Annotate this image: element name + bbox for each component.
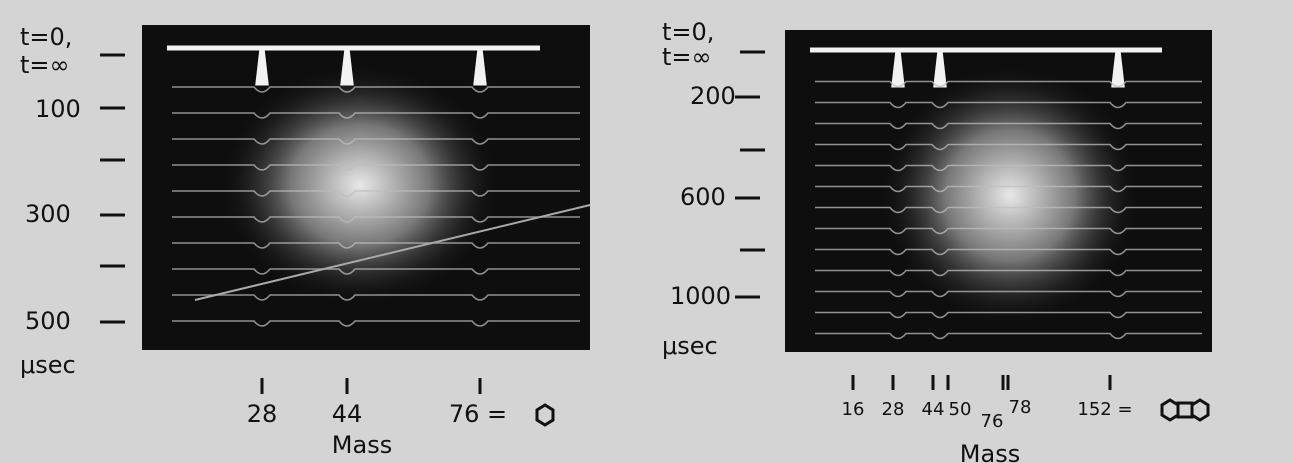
y-label: 300 xyxy=(25,200,71,228)
top-trace xyxy=(810,47,1162,88)
trace xyxy=(815,164,1202,172)
x-label: 152 = xyxy=(1077,399,1132,420)
y-label: 500 xyxy=(25,307,71,335)
y-label: t=∞ xyxy=(662,43,712,71)
x-title: Mass xyxy=(332,431,392,459)
trace xyxy=(815,311,1202,319)
trace xyxy=(815,332,1202,340)
trace xyxy=(815,80,1202,88)
y-label: μsec xyxy=(20,351,76,379)
x-label: 16 xyxy=(842,399,865,420)
trace xyxy=(815,248,1202,256)
trace xyxy=(815,185,1202,193)
trace xyxy=(172,86,580,93)
y-label: 100 xyxy=(35,95,81,123)
y-label: μsec xyxy=(662,332,718,360)
tick-dashes xyxy=(100,50,1112,394)
y-label: 1000 xyxy=(670,282,731,310)
trace xyxy=(172,294,580,301)
trace xyxy=(815,101,1202,109)
top-trace xyxy=(167,45,540,86)
diagonal-trace xyxy=(194,204,591,301)
trace xyxy=(815,227,1202,235)
trace xyxy=(815,206,1202,214)
x-title: Mass xyxy=(960,440,1020,463)
x-label: 76 = xyxy=(449,400,507,428)
x-label: 44 xyxy=(922,399,945,420)
trace xyxy=(815,122,1202,130)
y-label: t=0, xyxy=(20,23,72,51)
trace xyxy=(172,138,580,145)
y-label: 600 xyxy=(680,183,726,211)
trace xyxy=(172,320,580,327)
trace xyxy=(815,269,1202,277)
x-label: 44 xyxy=(332,400,363,428)
trace xyxy=(172,190,580,197)
x-label: 28 xyxy=(882,399,905,420)
trace xyxy=(172,242,580,249)
y-label: t=∞ xyxy=(20,51,70,79)
molecule-icons xyxy=(535,398,1210,427)
glow xyxy=(220,65,500,305)
trace xyxy=(815,290,1202,298)
trace xyxy=(172,112,580,119)
trace xyxy=(172,164,580,171)
y-label: t=0, xyxy=(662,18,714,46)
trace xyxy=(172,268,580,275)
x-label: 78 xyxy=(1009,397,1032,418)
glow xyxy=(880,65,1140,325)
trace xyxy=(815,143,1202,151)
x-label: 50 xyxy=(949,399,972,420)
trace xyxy=(172,216,580,223)
traces xyxy=(167,45,1202,340)
x-label: 28 xyxy=(247,400,278,428)
x-label: 76 xyxy=(981,411,1004,432)
y-label: 200 xyxy=(690,82,736,110)
